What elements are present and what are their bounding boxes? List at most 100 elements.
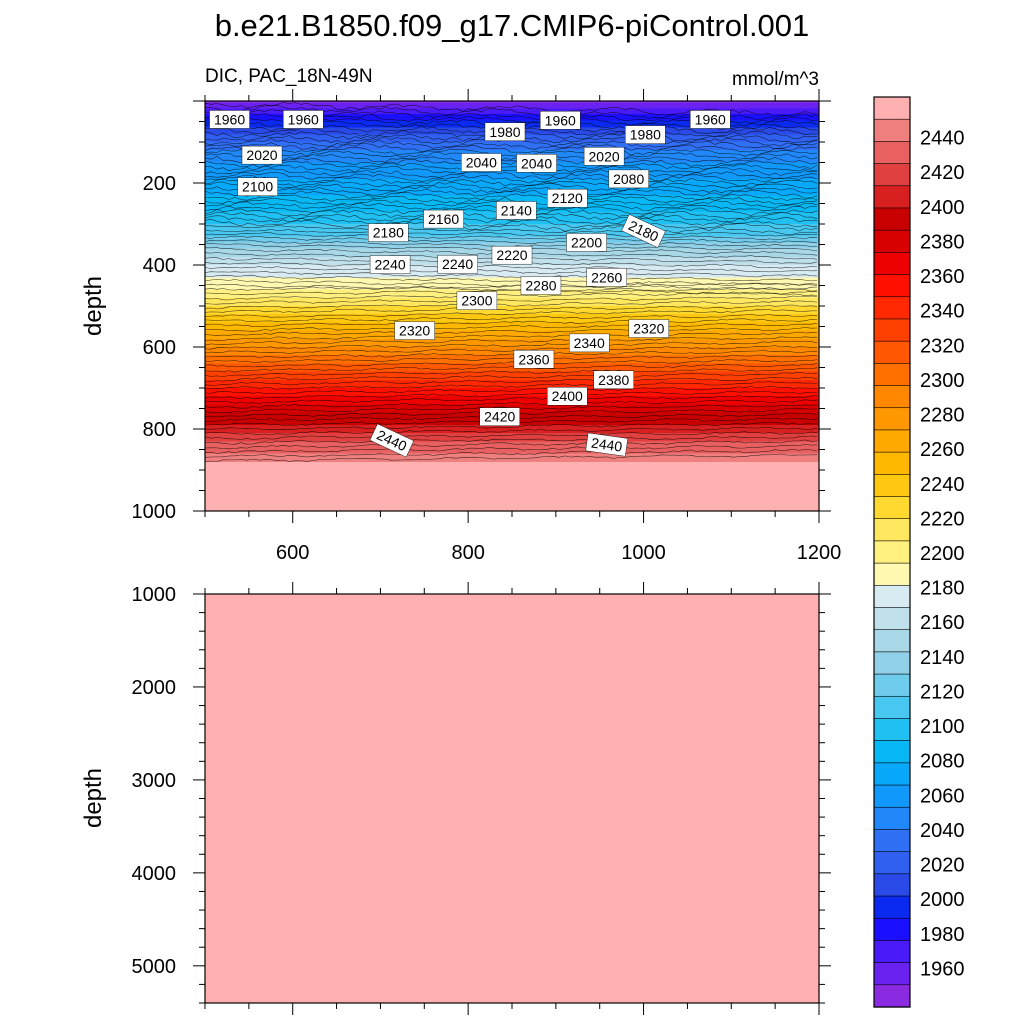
svg-text:2240: 2240 [442,256,473,272]
contour-label: 1980 [484,122,526,141]
colorbar-label: 2360 [920,266,965,288]
colorbar-label: 2220 [920,508,965,530]
y-tick-label: 400 [143,255,176,277]
contour-line [205,225,818,237]
colorbar-label: 2160 [920,612,965,634]
colorbar-label: 2080 [920,751,965,773]
contour-line [205,261,818,273]
contour-line [205,304,818,313]
colorbar-label: 2320 [920,335,965,357]
contour-line [205,444,818,454]
colorbar-swatch [873,363,911,387]
contour-line [205,421,818,430]
x-tick-label: 1000 [621,542,666,564]
contour-line [205,295,818,305]
contour-label: 2280 [520,276,562,295]
contour-line [205,376,818,386]
colorbar-swatch [873,96,911,120]
colorbar-label: 2200 [920,543,965,565]
bottom-panel: 1000 2000 3000 4000 5000 depth [80,582,831,1015]
colorbar-label: 2260 [920,439,965,461]
colorbar-swatch [873,829,911,853]
y-tick-label: 4000 [132,863,177,885]
contour-label: 1960 [283,110,324,129]
colorbar-swatch [873,185,911,209]
contour-label: 2140 [496,201,537,220]
svg-text:1960: 1960 [545,112,576,128]
svg-text:2420: 2420 [484,409,515,425]
colorbar-swatch [873,895,911,919]
contour-label: 2020 [241,145,283,165]
contour-line [205,453,818,462]
colorbar-label: 1980 [920,924,965,946]
colorbar-swatch [873,651,911,675]
svg-text:2020: 2020 [246,147,277,163]
svg-text:2120: 2120 [552,190,583,206]
contour-label: 2180 [368,223,409,242]
colorbar-swatch [873,784,911,808]
svg-text:2080: 2080 [613,171,644,187]
contour-line [205,160,818,176]
contour-line [205,313,818,322]
contour-line [205,345,818,354]
colorbar-swatch [873,873,911,897]
colorbar-swatch [873,252,911,276]
contour-label: 2080 [608,169,649,189]
contour-label: 2260 [586,268,627,287]
colorbar-swatch [873,340,911,364]
x-tick-label: 600 [276,542,309,564]
contour-line [205,142,818,157]
variable-label: DIC, PAC_18N-49N [205,66,373,87]
colorbar-label: 2300 [920,370,965,392]
contour-labels: 1960 1960 1960 1960 1980 1980 2020 2020 2040 2040… [209,110,731,458]
colorbar-swatch [873,540,911,564]
y-tick-label: 200 [143,173,176,195]
colorbar-label: 2380 [920,231,965,253]
contour-line [205,323,818,332]
y-tick-label: 1000 [132,501,177,523]
svg-text:2140: 2140 [501,202,532,218]
svg-text:2440: 2440 [590,434,623,454]
svg-text:1980: 1980 [489,124,520,140]
contour-label: 2340 [568,333,610,353]
chart-title: b.e21.B1850.f09_g17.CMIP6-piControl.001 [215,8,810,43]
contour-line [205,194,818,209]
contour-line [205,211,817,228]
y-tick-label: 600 [143,337,176,359]
contour-line [205,153,818,169]
colorbar-label: 2420 [920,162,965,184]
contour-line [205,146,818,160]
colorbar-swatch [873,229,911,253]
colorbar-swatch [873,474,911,498]
colorbar-swatch [873,695,911,720]
contour-label: 1980 [625,125,666,144]
contour-line [205,448,818,458]
contour-label: 1960 [540,111,581,130]
colorbar-swatch [873,518,911,542]
colorbar-swatch [873,451,911,475]
contour-label: 1960 [690,110,731,129]
contour-line [205,218,818,235]
colorbar-swatch [873,118,911,142]
colorbar-label: 2180 [920,578,965,600]
contour-label: 2040 [461,153,502,172]
contour-label: 2420 [479,407,520,426]
contour-label: 2100 [237,177,278,196]
contour-line [205,381,818,390]
svg-text:2220: 2220 [496,247,527,263]
colorbar-swatch [873,806,911,831]
bottom-y-axis-label: depth [80,768,107,828]
units-label: mmol/m^3 [732,69,819,90]
colorbar-swatch [873,496,911,520]
contour-line [205,178,818,194]
contour-line [205,362,818,373]
colorbar-swatch [873,851,911,875]
contour-line [205,232,818,244]
colorbar-swatch [873,718,911,742]
contour-label: 2020 [583,147,625,166]
colorbar-label: 2400 [920,197,965,219]
contour-line [205,435,818,445]
y-tick-label: 800 [143,419,176,441]
contour-line [205,181,818,199]
